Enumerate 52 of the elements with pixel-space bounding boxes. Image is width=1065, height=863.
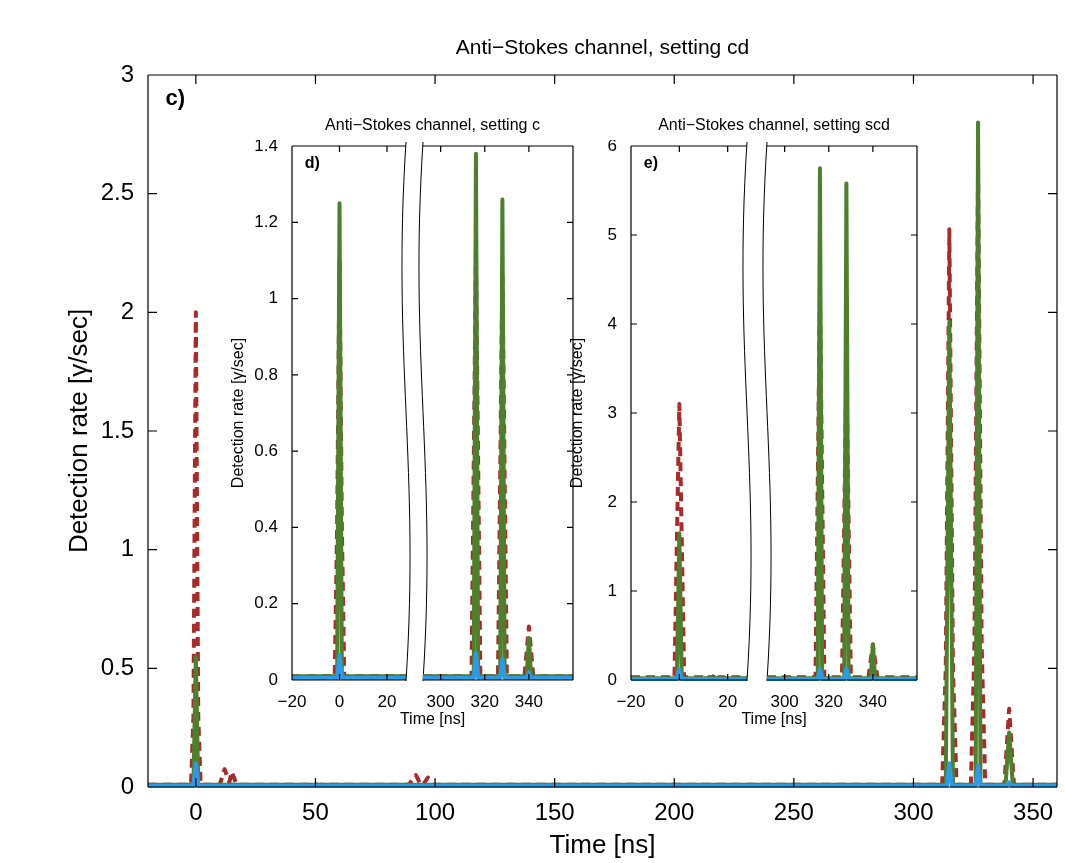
x-tick-label: −20 [277,691,307,711]
y-tick-label: 3 [607,402,617,422]
x-tick-label: 350 [1013,798,1054,826]
y-tick-label: 2 [120,296,134,324]
y-tick-label: 2.5 [100,178,134,206]
x-tick-label: 340 [858,691,888,711]
x-tick-label: 300 [770,691,799,711]
chart-title: Anti−Stokes channel, setting c [325,115,540,134]
y-tick-label: 0 [268,669,278,689]
x-axis-title: Time [ns] [741,710,807,728]
y-tick-label: 0 [607,669,617,689]
y-axis-title: Detection rate [γ/sec] [229,337,247,489]
x-tick-label: 250 [773,798,814,826]
x-axis-title: Time [ns] [399,710,466,728]
annotation: c) [165,85,186,111]
annotation: d) [304,154,320,172]
y-tick-label: 1.5 [100,415,134,443]
x-tick-label: −20 [616,691,646,711]
x-tick-label: 320 [814,691,843,711]
x-tick-label: 100 [415,798,456,826]
x-tick-label: 300 [893,798,934,826]
y-tick-label: 1 [120,534,134,562]
annotation: e) [643,154,659,172]
x-tick-label: 200 [654,798,695,826]
x-tick-label: 340 [514,691,544,711]
x-tick-label: 50 [302,798,329,826]
y-tick-label: 4 [607,313,617,333]
y-axis-title: Detection rate [γ/sec] [62,308,94,554]
y-tick-label: 3 [120,59,134,87]
y-tick-label: 0.2 [254,593,278,613]
y-tick-label: 0.5 [100,652,134,680]
y-tick-label: 0 [120,771,134,799]
x-axis-title: Time [ns] [549,829,656,860]
y-tick-label: 5 [607,224,617,244]
y-tick-label: 1.2 [254,211,278,231]
x-tick-label: 300 [426,691,455,711]
x-tick-label: 0 [189,798,203,826]
y-tick-label: 1 [268,288,278,308]
chart-title: Anti−Stokes channel, setting scd [658,115,890,134]
x-tick-label: 0 [674,691,685,711]
y-tick-label: 0.6 [254,440,278,460]
x-tick-label: 20 [718,691,738,711]
x-tick-label: 0 [334,691,345,711]
y-tick-label: 0.8 [254,364,278,384]
x-tick-label: 150 [534,798,575,826]
x-tick-label: 20 [377,691,397,711]
y-tick-label: 1 [607,580,617,600]
chart-title: Anti−Stokes channel, setting cd [455,35,750,60]
y-axis-title: Detection rate [γ/sec] [568,337,586,489]
y-tick-label: 0.4 [254,517,278,537]
y-tick-label: 2 [607,491,617,511]
x-tick-label: 320 [470,691,499,711]
